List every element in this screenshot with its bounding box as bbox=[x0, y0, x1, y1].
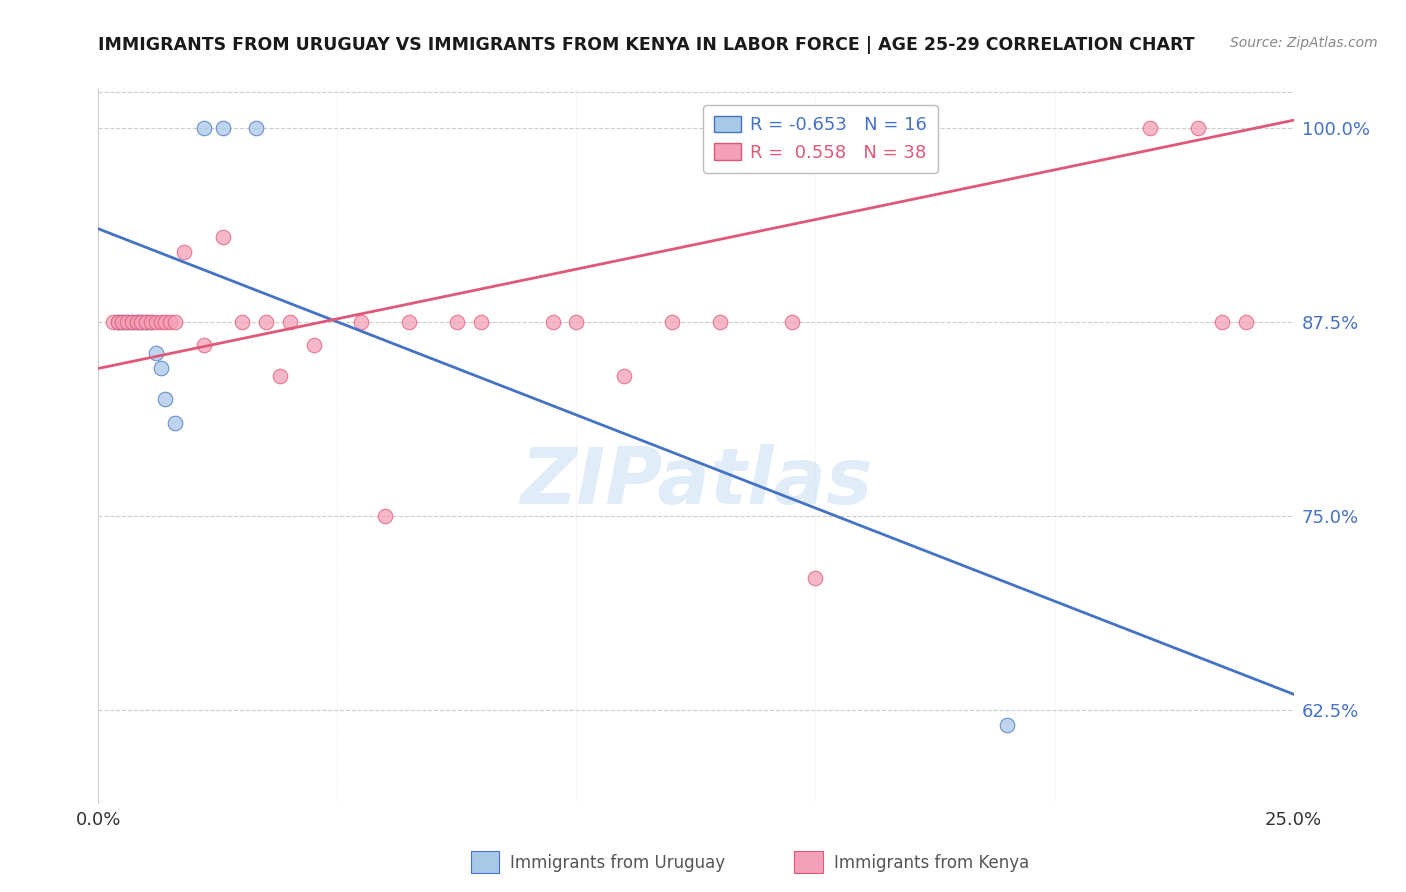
Point bbox=[374, 508, 396, 523]
Legend: R = -0.653   N = 16, R =  0.558   N = 38: R = -0.653 N = 16, R = 0.558 N = 38 bbox=[703, 105, 938, 172]
Point bbox=[121, 315, 143, 329]
Point bbox=[211, 120, 233, 135]
Point bbox=[350, 315, 373, 329]
Point bbox=[101, 315, 124, 329]
Point bbox=[231, 315, 253, 329]
Point bbox=[278, 315, 301, 329]
Point bbox=[163, 315, 186, 329]
Point bbox=[149, 361, 172, 376]
Point bbox=[1234, 315, 1257, 329]
Point bbox=[211, 229, 233, 244]
Point bbox=[163, 416, 186, 430]
Point bbox=[139, 315, 162, 329]
Point bbox=[254, 315, 277, 329]
Point bbox=[302, 338, 325, 352]
Point bbox=[135, 315, 157, 329]
Point bbox=[470, 315, 492, 329]
Point bbox=[107, 315, 129, 329]
Point bbox=[1187, 120, 1209, 135]
Point bbox=[1139, 120, 1161, 135]
Point bbox=[995, 718, 1018, 732]
Point bbox=[780, 315, 803, 329]
Point bbox=[245, 120, 267, 135]
Point bbox=[125, 315, 148, 329]
Point bbox=[155, 315, 177, 329]
Point bbox=[111, 315, 134, 329]
Point bbox=[115, 315, 138, 329]
Text: Source: ZipAtlas.com: Source: ZipAtlas.com bbox=[1230, 36, 1378, 50]
Text: Immigrants from Kenya: Immigrants from Kenya bbox=[834, 854, 1029, 871]
Point bbox=[709, 315, 731, 329]
Point bbox=[661, 315, 683, 329]
Point bbox=[145, 346, 167, 360]
Point bbox=[111, 315, 134, 329]
Point bbox=[145, 315, 167, 329]
Point bbox=[135, 315, 157, 329]
Point bbox=[107, 315, 129, 329]
Point bbox=[1211, 315, 1233, 329]
Point bbox=[173, 245, 195, 260]
Point bbox=[269, 369, 291, 384]
Point bbox=[155, 392, 177, 407]
Point bbox=[131, 315, 153, 329]
Point bbox=[139, 315, 162, 329]
Text: IMMIGRANTS FROM URUGUAY VS IMMIGRANTS FROM KENYA IN LABOR FORCE | AGE 25-29 CORR: IMMIGRANTS FROM URUGUAY VS IMMIGRANTS FR… bbox=[98, 36, 1195, 54]
Point bbox=[131, 315, 153, 329]
Point bbox=[565, 315, 588, 329]
Point bbox=[613, 369, 636, 384]
Point bbox=[541, 315, 564, 329]
Point bbox=[193, 338, 215, 352]
Point bbox=[446, 315, 468, 329]
Point bbox=[115, 315, 138, 329]
Text: Immigrants from Uruguay: Immigrants from Uruguay bbox=[510, 854, 725, 871]
Point bbox=[159, 315, 181, 329]
Point bbox=[398, 315, 420, 329]
Text: ZIPatlas: ZIPatlas bbox=[520, 443, 872, 520]
Point bbox=[149, 315, 172, 329]
Point bbox=[193, 120, 215, 135]
Point bbox=[125, 315, 148, 329]
Point bbox=[121, 315, 143, 329]
Point bbox=[804, 571, 827, 585]
